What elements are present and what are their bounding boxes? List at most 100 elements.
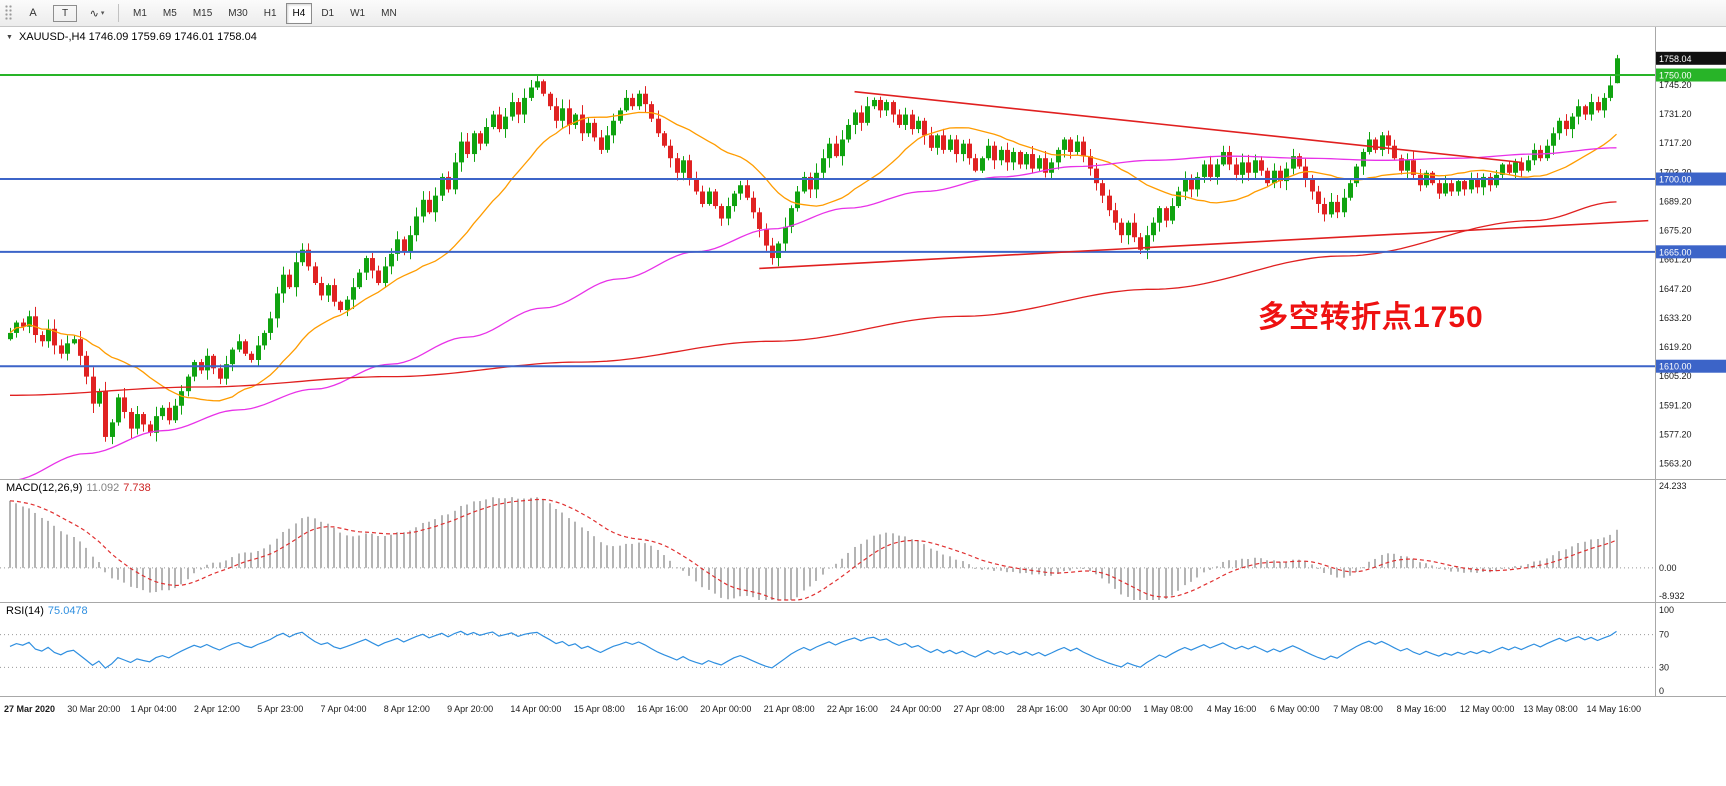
timeframe-M5[interactable]: M5 [162,7,177,19]
timeframe-W1[interactable]: W1 [350,7,366,19]
rsi-value: 75.0478 [47,605,88,617]
ma-slow-line [10,201,1617,396]
rsi-scale: 100 70 30 0 [1659,605,1674,696]
annotation-text: 多空转折点1750 [1258,301,1484,334]
svg-text:5 Apr 23:00: 5 Apr 23:00 [257,704,303,714]
price-badge-1610.00 [1656,359,1726,373]
rsi-line [9,630,1617,669]
svg-text:1700.00: 1700.00 [1659,175,1692,185]
svg-text:1689.20: 1689.20 [1659,196,1692,206]
chart-title-bar: ▼ XAUUSD-,H4 1746.09 1759.69 1746.01 175… [6,31,257,43]
svg-text:30 Apr 00:00: 30 Apr 00:00 [1080,704,1131,714]
timeframe-toolbar: M1 M5 M15 M30 H1 H4 D1 W1 MN [126,2,404,24]
svg-text:0.00: 0.00 [1659,563,1677,573]
svg-text:100: 100 [1659,605,1674,615]
svg-text:14 May 16:00: 14 May 16:00 [1587,704,1642,714]
svg-text:8 May 16:00: 8 May 16:00 [1397,704,1447,714]
candles-layer [8,54,1620,445]
macd-main-value: 11.092 [86,482,120,494]
svg-text:1661.20: 1661.20 [1659,255,1692,265]
tool-text-tool[interactable]: T [53,4,77,22]
time-axis: 27 Mar 2020 30 Mar 20:00 1 Apr 04:00 2 Apr … [4,704,1641,714]
toolbar: A T ∿ ▾ M1 M5 M15 M30 H1 H4 D1 W1 MN [0,0,1726,27]
timeframe-M1[interactable]: M1 [133,7,147,19]
svg-text:16 Apr 16:00: 16 Apr 16:00 [637,704,688,714]
svg-text:21 Apr 08:00: 21 Apr 08:00 [764,704,815,714]
svg-text:1675.20: 1675.20 [1659,226,1692,236]
svg-text:12 May 00:00: 12 May 00:00 [1460,704,1515,714]
chart-objects [0,74,1655,368]
macd-signal-value: 7.738 [123,482,151,494]
svg-text:24 Apr 00:00: 24 Apr 00:00 [890,704,941,714]
svg-text:22 Apr 16:00: 22 Apr 16:00 [827,704,878,714]
svg-text:1750.00: 1750.00 [1659,71,1692,81]
svg-text:2 Apr 12:00: 2 Apr 12:00 [194,704,240,714]
price-axis: 1745.20 1731.20 1717.20 1703.20 1689.20 1675.… [1656,51,1726,469]
rsi-label: RSI(14) 75.0478 [6,605,92,617]
macd-scale: 24.233 0.00 -8.932 [1659,481,1687,601]
price-badge-1665.00 [1656,245,1726,259]
svg-text:7 May 08:00: 7 May 08:00 [1333,704,1383,714]
toolbar-tools: A T ∿ ▾ [19,3,111,24]
timeframe-H4[interactable]: H4 [285,2,313,24]
svg-text:1 May 08:00: 1 May 08:00 [1143,704,1193,714]
macd-histogram [0,497,1655,601]
svg-text:1 Apr 04:00: 1 Apr 04:00 [131,704,177,714]
trendline-2[interactable] [759,219,1649,270]
timeframe-H1[interactable]: H1 [263,7,277,19]
svg-text:1619.20: 1619.20 [1659,342,1692,352]
trendline-1[interactable] [854,90,1522,164]
toolbar-separator [118,4,119,22]
svg-text:0: 0 [1659,686,1664,696]
timeframe-M15[interactable]: M15 [192,7,213,19]
svg-text:27 Mar 2020: 27 Mar 2020 [4,704,55,714]
svg-text:27 Apr 08:00: 27 Apr 08:00 [954,704,1005,714]
macd-signal-line [9,498,1617,601]
toolbar-drag-handle[interactable] [5,5,13,21]
svg-text:1610.00: 1610.00 [1659,362,1692,372]
price-badge-1750.00 [1656,68,1726,82]
tool-templates[interactable]: A [29,7,37,19]
svg-text:1717.20: 1717.20 [1659,138,1692,148]
price-badge-1758.04 [1656,51,1726,65]
price-badge-1700.00 [1656,172,1726,186]
svg-text:1647.20: 1647.20 [1659,284,1692,294]
timeframe-MN[interactable]: MN [381,7,397,19]
one-click-trading-icon[interactable]: ▼ [6,33,13,41]
svg-text:1591.20: 1591.20 [1659,400,1692,410]
svg-text:1731.20: 1731.20 [1659,109,1692,119]
svg-text:28 Apr 16:00: 28 Apr 16:00 [1017,704,1068,714]
svg-text:8 Apr 12:00: 8 Apr 12:00 [384,704,430,714]
svg-text:-8.932: -8.932 [1659,591,1685,601]
svg-text:30: 30 [1659,662,1669,672]
svg-text:15 Apr 08:00: 15 Apr 08:00 [574,704,625,714]
chart-ohlc-title: XAUUSD-,H4 1746.09 1759.69 1746.01 1758.… [18,31,257,43]
macd-name: MACD(12,26,9) [6,482,83,494]
svg-text:1703.20: 1703.20 [1659,167,1692,177]
svg-text:24.233: 24.233 [1659,481,1687,491]
svg-text:7 Apr 04:00: 7 Apr 04:00 [321,704,367,714]
svg-text:1665.00: 1665.00 [1659,247,1692,257]
svg-text:14 Apr 00:00: 14 Apr 00:00 [510,704,561,714]
svg-text:4 May 16:00: 4 May 16:00 [1207,704,1257,714]
svg-text:1758.04: 1758.04 [1659,54,1692,64]
macd-label: MACD(12,26,9) 11.092 7.738 [6,482,155,494]
ma-mid-line [18,147,1617,479]
timeframe-D1[interactable]: D1 [321,7,335,19]
svg-text:30 Mar 20:00: 30 Mar 20:00 [67,704,120,714]
svg-text:9 Apr 20:00: 9 Apr 20:00 [447,704,493,714]
svg-text:6 May 00:00: 6 May 00:00 [1270,704,1320,714]
tool-indicators-dropdown[interactable]: ∿ ▾ [89,7,105,20]
svg-text:1605.20: 1605.20 [1659,371,1692,381]
svg-text:20 Apr 00:00: 20 Apr 00:00 [700,704,751,714]
svg-text:1563.20: 1563.20 [1659,459,1692,469]
timeframe-M30[interactable]: M30 [228,7,248,19]
rsi-pane [0,630,1655,669]
svg-text:1633.20: 1633.20 [1659,313,1692,323]
pane-borders [0,27,1726,697]
rsi-name: RSI(14) [6,605,44,617]
svg-text:70: 70 [1659,630,1669,640]
svg-text:1745.20: 1745.20 [1659,80,1692,90]
svg-text:13 May 08:00: 13 May 08:00 [1523,704,1578,714]
